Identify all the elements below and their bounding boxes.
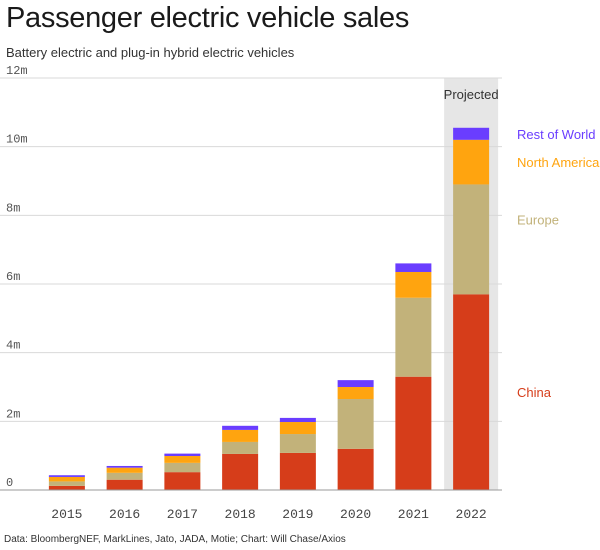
projected-label: Projected xyxy=(444,87,499,102)
y-tick-label: 10m xyxy=(6,133,28,147)
x-tick-label: 2020 xyxy=(340,507,371,522)
x-tick-label: 2015 xyxy=(51,507,82,522)
bar-china xyxy=(453,294,490,490)
bar-europe xyxy=(106,472,143,480)
bar-rest-of-world xyxy=(222,425,259,430)
bar-north-america xyxy=(453,139,490,185)
source-note: Data: BloombergNEF, MarkLines, Jato, JAD… xyxy=(4,534,346,545)
bar-europe xyxy=(164,462,201,473)
bar-europe xyxy=(222,441,259,454)
y-tick-label: 2m xyxy=(6,407,20,421)
bar-china xyxy=(106,479,143,490)
chart-title: Passenger electric vehicle sales xyxy=(6,2,410,34)
bar-north-america xyxy=(279,422,316,435)
bar-rest-of-world xyxy=(279,417,316,423)
bar-rest-of-world xyxy=(395,263,432,272)
bar-europe xyxy=(395,297,432,377)
x-tick-label: 2022 xyxy=(456,507,487,522)
bar-rest-of-world xyxy=(453,127,490,140)
bar-north-america xyxy=(222,429,259,442)
x-tick-label: 2017 xyxy=(167,507,198,522)
legend-label-rest-of-world: Rest of World xyxy=(517,127,596,142)
bar-rest-of-world xyxy=(48,475,85,477)
y-tick-label: 12m xyxy=(6,64,28,78)
bar-rest-of-world xyxy=(164,453,201,457)
bar-china xyxy=(337,448,374,490)
bar-rest-of-world xyxy=(106,465,143,468)
y-tick-label: 0 xyxy=(6,476,13,490)
legend-label-china: China xyxy=(517,385,552,400)
bar-china xyxy=(279,452,316,490)
bar-china xyxy=(48,485,85,490)
x-tick-label: 2016 xyxy=(109,507,140,522)
bar-china xyxy=(395,376,432,490)
chart-subtitle: Battery electric and plug-in hybrid elec… xyxy=(6,45,295,60)
bar-north-america xyxy=(164,456,201,463)
bar-europe xyxy=(279,434,316,453)
y-tick-label: 4m xyxy=(6,339,20,353)
bar-north-america xyxy=(395,271,432,298)
x-tick-label: 2018 xyxy=(225,507,256,522)
bar-north-america xyxy=(48,476,85,482)
bar-north-america xyxy=(337,387,374,400)
bar-rest-of-world xyxy=(337,380,374,387)
x-tick-label: 2021 xyxy=(398,507,429,522)
bar-europe xyxy=(337,399,374,449)
y-tick-label: 8m xyxy=(6,201,20,215)
bar-north-america xyxy=(106,467,143,473)
y-tick-label: 6m xyxy=(6,270,20,284)
bar-china xyxy=(222,453,259,490)
legend-label-europe: Europe xyxy=(517,212,559,227)
bar-europe xyxy=(453,184,490,295)
bar-china xyxy=(164,472,201,490)
x-tick-label: 2019 xyxy=(282,507,313,522)
legend-label-north-america: North America xyxy=(517,155,600,170)
bar-europe xyxy=(48,481,85,486)
